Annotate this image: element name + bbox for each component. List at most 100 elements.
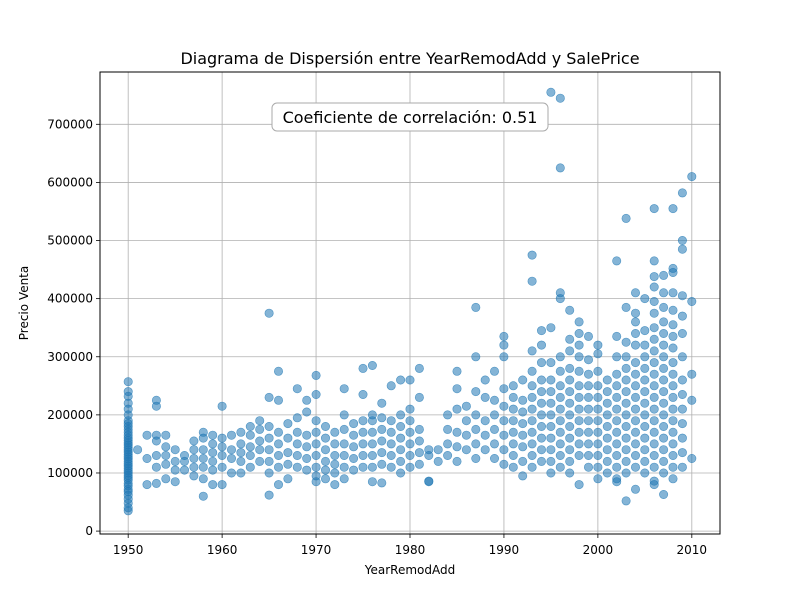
data-point bbox=[527, 404, 537, 414]
data-point bbox=[499, 340, 509, 350]
data-point bbox=[358, 462, 368, 472]
data-point bbox=[687, 369, 697, 379]
data-point bbox=[227, 468, 237, 478]
data-point bbox=[330, 439, 340, 449]
data-point bbox=[133, 445, 143, 455]
data-point bbox=[424, 476, 434, 486]
data-point bbox=[602, 387, 612, 397]
data-point bbox=[414, 436, 424, 446]
data-point bbox=[198, 453, 208, 463]
data-point bbox=[339, 410, 349, 420]
data-point bbox=[546, 410, 556, 420]
data-point bbox=[659, 433, 669, 443]
data-point bbox=[649, 476, 659, 486]
data-point bbox=[245, 462, 255, 472]
data-point bbox=[170, 456, 180, 466]
data-point bbox=[518, 395, 528, 405]
data-point bbox=[471, 387, 481, 397]
data-point bbox=[593, 427, 603, 437]
x-tick-label: 1990 bbox=[489, 543, 520, 557]
data-point bbox=[330, 459, 340, 469]
data-point bbox=[649, 334, 659, 344]
data-point bbox=[640, 398, 650, 408]
data-point bbox=[565, 433, 575, 443]
data-point bbox=[630, 381, 640, 391]
data-point bbox=[536, 340, 546, 350]
data-point bbox=[255, 456, 265, 466]
data-point bbox=[518, 430, 528, 440]
data-point bbox=[536, 445, 546, 455]
data-point bbox=[367, 360, 377, 370]
data-point bbox=[151, 395, 161, 405]
data-point bbox=[480, 445, 490, 455]
data-point bbox=[555, 93, 565, 103]
data-point bbox=[527, 250, 537, 260]
data-point bbox=[227, 445, 237, 455]
data-point bbox=[377, 424, 387, 434]
data-point bbox=[555, 450, 565, 460]
data-point bbox=[433, 456, 443, 466]
data-point bbox=[273, 366, 283, 376]
data-point bbox=[264, 421, 274, 431]
data-point bbox=[612, 416, 622, 426]
data-point bbox=[555, 416, 565, 426]
data-point bbox=[123, 377, 133, 387]
data-point bbox=[461, 430, 471, 440]
data-point bbox=[377, 398, 387, 408]
data-point bbox=[621, 421, 631, 431]
data-point bbox=[565, 387, 575, 397]
data-point bbox=[527, 462, 537, 472]
data-point bbox=[396, 375, 406, 385]
data-point bbox=[668, 369, 678, 379]
data-point bbox=[264, 392, 274, 402]
data-point bbox=[414, 392, 424, 402]
data-point bbox=[508, 439, 518, 449]
data-point bbox=[659, 375, 669, 385]
data-point bbox=[640, 387, 650, 397]
data-point bbox=[208, 448, 218, 458]
data-point bbox=[255, 416, 265, 426]
data-point bbox=[677, 375, 687, 385]
data-point bbox=[367, 477, 377, 487]
data-point bbox=[527, 276, 537, 286]
data-point bbox=[677, 352, 687, 362]
data-point bbox=[198, 427, 208, 437]
data-point bbox=[668, 404, 678, 414]
data-point bbox=[489, 395, 499, 405]
data-point bbox=[405, 439, 415, 449]
data-point bbox=[339, 474, 349, 484]
x-tick-label: 2000 bbox=[583, 543, 614, 557]
data-point bbox=[367, 427, 377, 437]
data-point bbox=[508, 462, 518, 472]
data-point bbox=[574, 480, 584, 490]
data-point bbox=[583, 355, 593, 365]
data-point bbox=[677, 236, 687, 246]
data-point bbox=[452, 384, 462, 394]
data-point bbox=[640, 326, 650, 336]
data-point bbox=[292, 450, 302, 460]
data-point bbox=[396, 421, 406, 431]
data-point bbox=[612, 331, 622, 341]
data-point bbox=[302, 407, 312, 417]
data-point bbox=[583, 369, 593, 379]
data-point bbox=[612, 369, 622, 379]
data-point bbox=[311, 439, 321, 449]
data-point bbox=[677, 404, 687, 414]
data-point bbox=[593, 340, 603, 350]
data-point bbox=[546, 387, 556, 397]
y-axis-label: Precio Venta bbox=[17, 266, 31, 341]
data-point bbox=[602, 445, 612, 455]
data-point bbox=[151, 450, 161, 460]
data-point bbox=[640, 375, 650, 385]
data-point bbox=[630, 484, 640, 494]
data-point bbox=[668, 416, 678, 426]
data-point bbox=[565, 346, 575, 356]
data-point bbox=[602, 398, 612, 408]
data-point bbox=[555, 366, 565, 376]
data-point bbox=[583, 331, 593, 341]
data-point bbox=[565, 421, 575, 431]
data-point bbox=[649, 308, 659, 318]
data-point bbox=[565, 398, 575, 408]
data-point bbox=[565, 334, 575, 344]
data-point bbox=[621, 302, 631, 312]
